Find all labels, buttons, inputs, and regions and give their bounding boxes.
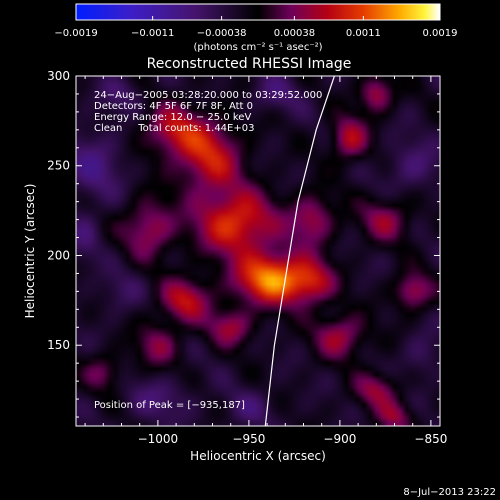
x-tick-label: −900 xyxy=(323,432,356,446)
x-tick-label: −1000 xyxy=(138,432,179,446)
colorbar-tick-label: −0.00038 xyxy=(197,28,247,39)
annotation-energy-range: Energy Range: 12.0 − 25.0 keV xyxy=(94,112,251,123)
y-axis-ticks: 150 200 250 300 xyxy=(47,69,440,418)
x-tick-label: −950 xyxy=(232,432,265,446)
annotation-time-range: 24−Aug−2005 03:28:20.000 to 03:29:52.000 xyxy=(94,90,322,101)
heatmap-image xyxy=(76,76,440,426)
colorbar-tick-label: 0.0011 xyxy=(346,28,381,39)
colorbar-tick-label: 0.00038 xyxy=(274,28,315,39)
colorbar-tick-label: −0.0019 xyxy=(54,28,97,39)
y-tick-label: 250 xyxy=(47,159,70,173)
chart-title: Reconstructed RHESSI Image xyxy=(147,56,352,72)
info-annotations: 24−Aug−2005 03:28:20.000 to 03:29:52.000… xyxy=(94,90,322,134)
annotation-clean-counts: Clean Total counts: 1.44E+03 xyxy=(94,123,254,134)
y-axis-label: Heliocentric Y (arcsec) xyxy=(23,184,37,319)
annotation-detectors: Detectors: 4F 5F 6F 7F 8F, Att 0 xyxy=(94,101,253,112)
y-tick-label: 150 xyxy=(47,338,70,352)
x-tick-label: −850 xyxy=(414,432,447,446)
solar-limb-line xyxy=(264,75,335,427)
colorbar-tick-label: 0.0019 xyxy=(423,28,458,39)
footer-timestamp: 8−Jul−2013 23:22 xyxy=(403,487,496,498)
y-tick-label: 300 xyxy=(47,69,70,83)
peak-position-label: Position of Peak = [−935,187] xyxy=(94,400,245,411)
colorbar-tick-label: −0.0011 xyxy=(131,28,174,39)
plot-frame xyxy=(75,75,441,427)
x-axis-ticks: −1000 −950 −900 −850 xyxy=(84,76,447,446)
colorbar-units-label: (photons cm⁻² s⁻¹ asec⁻²) xyxy=(193,42,322,53)
colorbar: −0.0019 −0.0011 −0.00038 0.00038 0.0011 0.001… xyxy=(54,3,458,53)
colorbar-gradient xyxy=(76,4,440,20)
x-axis-label: Heliocentric X (arcsec) xyxy=(190,449,326,463)
colorbar-ticks: −0.0019 −0.0011 −0.00038 0.00038 0.0011 0.001… xyxy=(54,16,458,39)
y-tick-label: 200 xyxy=(47,248,70,262)
